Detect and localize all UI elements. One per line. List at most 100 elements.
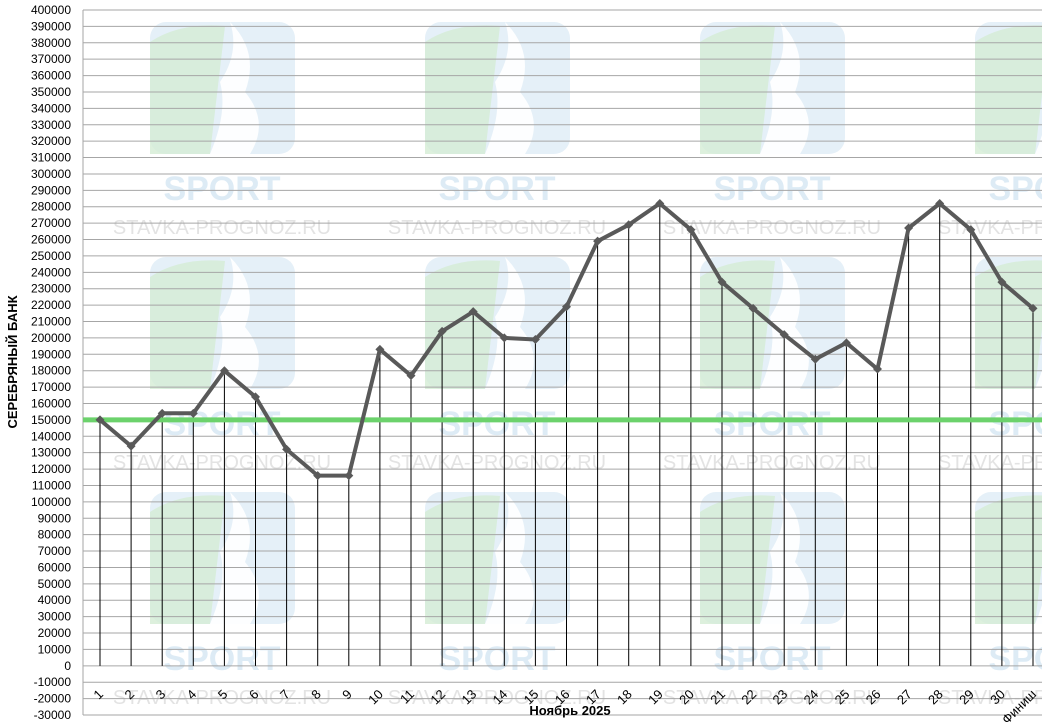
watermark-logo-leaf (425, 25, 500, 155)
y-tick-label: 100000 (31, 495, 71, 509)
watermark-brand: SPORT (163, 640, 280, 678)
y-axis-ticks: -30000 -20000 -10000 0 10000 20000 30000 40000 5… (31, 3, 71, 722)
data-point (593, 236, 603, 246)
y-tick-label: 250000 (31, 249, 71, 263)
data-point (126, 441, 136, 451)
y-tick-label: 130000 (31, 446, 71, 460)
watermark-url: STAVKA-PROGNOZ.RU (938, 217, 1042, 239)
data-point (1028, 303, 1038, 313)
data-point (748, 303, 758, 313)
data-point (157, 408, 167, 418)
watermark-logo-figure (1035, 604, 1042, 624)
watermark-url: STAVKA-PROGNOZ.RU (113, 687, 331, 709)
watermark-brand: SPORT (988, 170, 1042, 208)
watermark-url: STAVKA-PROGNOZ.RU (938, 687, 1042, 709)
y-axis-title: СЕРЕБРЯНЫЙ БАНК (5, 295, 20, 428)
data-point (95, 415, 105, 425)
y-tick-label: 360000 (31, 69, 71, 83)
data-point (562, 302, 571, 312)
watermark-brand: SPORT (988, 405, 1042, 443)
y-tick-label: 170000 (31, 380, 71, 394)
y-tick-label: 80000 (38, 528, 72, 542)
watermark-logo-leaf (975, 25, 1042, 154)
data-point (686, 225, 696, 235)
data-point (437, 326, 447, 336)
watermark-logo-figure (485, 22, 534, 154)
watermark-brand: SPORT (713, 405, 830, 443)
watermark-logo: SPORT STAVKA-PROGNOZ.RU (663, 257, 881, 474)
watermark-logo-figure (210, 492, 259, 624)
y-tick-label: 210000 (31, 315, 71, 329)
watermark-logo-figure (760, 22, 809, 154)
series-layer (95, 198, 1038, 481)
data-point (375, 344, 385, 354)
y-tick-label: 90000 (38, 511, 72, 525)
watermark-logo-leaf (150, 260, 225, 389)
y-tick-label: 180000 (31, 364, 71, 378)
y-tick-label: 200000 (31, 331, 71, 345)
x-tick-label: 27 (894, 687, 915, 708)
x-tick-label: 10 (365, 687, 386, 708)
y-tick-label: 230000 (31, 282, 71, 296)
watermark-logo: SPORT STAVKA-PROGNOZ.RU (938, 257, 1042, 474)
y-tick-label: 340000 (31, 101, 71, 115)
y-tick-label: 380000 (31, 36, 71, 50)
watermark-logo-leaf (425, 495, 500, 624)
y-tick-label: 370000 (31, 52, 71, 66)
data-point (468, 307, 478, 317)
watermark-brand: SPORT (713, 170, 830, 208)
drop-lines (99, 203, 1034, 666)
y-tick-label: 400000 (31, 3, 71, 17)
y-tick-label: 140000 (31, 429, 71, 443)
watermark-url: STAVKA-PROGNOZ.RU (388, 687, 606, 709)
watermark-logo: SPORT STAVKA-PROGNOZ.RU (663, 22, 881, 239)
watermark-logo: SPORT STAVKA-PROGNOZ.RU (938, 492, 1042, 709)
watermark-logo-leaf (425, 260, 500, 389)
y-tick-label: 160000 (31, 396, 71, 410)
watermark-logo-leaf (975, 260, 1042, 389)
data-point (655, 198, 665, 208)
watermark-url: STAVKA-PROGNOZ.RU (663, 217, 881, 239)
watermark-url: STAVKA-PROGNOZ.RU (663, 452, 881, 474)
watermark-url: STAVKA-PROGNOZ.RU (938, 452, 1042, 474)
y-tick-label: 350000 (31, 85, 71, 99)
watermark-logo-figure (760, 257, 809, 389)
watermark-logo-figure (1035, 369, 1042, 389)
data-point (997, 277, 1007, 287)
watermark-brand: SPORT (713, 640, 830, 678)
watermark-brand: SPORT (438, 170, 555, 208)
y-tick-label: -30000 (34, 708, 72, 722)
data-point (873, 364, 882, 374)
x-tick-label: 18 (614, 687, 635, 708)
data-point (344, 471, 354, 481)
watermark-logo-leaf (700, 25, 775, 155)
y-tick-label: 60000 (38, 560, 72, 574)
data-point (188, 408, 198, 418)
x-tick-label: 1 (90, 687, 106, 703)
data-point (841, 338, 851, 348)
watermark-brand: SPORT (163, 170, 280, 208)
data-point (251, 392, 260, 402)
y-tick-label: -20000 (34, 692, 72, 706)
data-point (313, 471, 323, 481)
watermark-brand: SPORT (988, 640, 1042, 678)
y-tick-label: 70000 (38, 544, 72, 558)
x-axis-title: Ноябрь 2025 (529, 703, 610, 718)
y-tick-label: 390000 (31, 19, 71, 33)
x-tick-label: 9 (339, 687, 355, 703)
data-point (530, 335, 540, 345)
y-tick-label: 300000 (31, 167, 71, 181)
data-point (624, 220, 634, 230)
data-point (779, 330, 789, 340)
watermark-logo-leaf (700, 495, 775, 624)
y-tick-label: 260000 (31, 233, 71, 247)
data-point (499, 333, 509, 343)
y-tick-label: 50000 (38, 577, 72, 591)
watermark-url: STAVKA-PROGNOZ.RU (388, 452, 606, 474)
watermark-logo-leaf (975, 495, 1042, 624)
watermark-url: STAVKA-PROGNOZ.RU (113, 217, 331, 239)
